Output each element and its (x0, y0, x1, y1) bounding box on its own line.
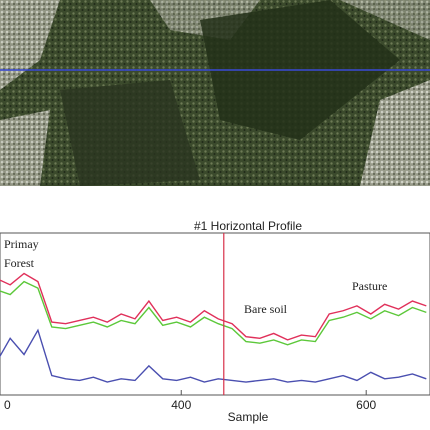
chart-title: #1 Horizontal Profile (194, 219, 302, 233)
annotation: Forest (4, 256, 35, 270)
plot-frame (0, 232, 430, 396)
x-axis-label: Sample (228, 410, 269, 424)
x-tick-label: 0 (4, 398, 11, 412)
satellite-image (0, 0, 430, 186)
annotation: Pasture (352, 279, 387, 293)
series-line (0, 272, 427, 341)
series-line (0, 328, 427, 383)
series-line (0, 280, 427, 346)
x-tick-label: 400 (171, 398, 191, 412)
x-tick-label: 600 (356, 398, 376, 412)
annotation: Primay (4, 237, 39, 251)
annotation: Bare soil (244, 302, 288, 316)
